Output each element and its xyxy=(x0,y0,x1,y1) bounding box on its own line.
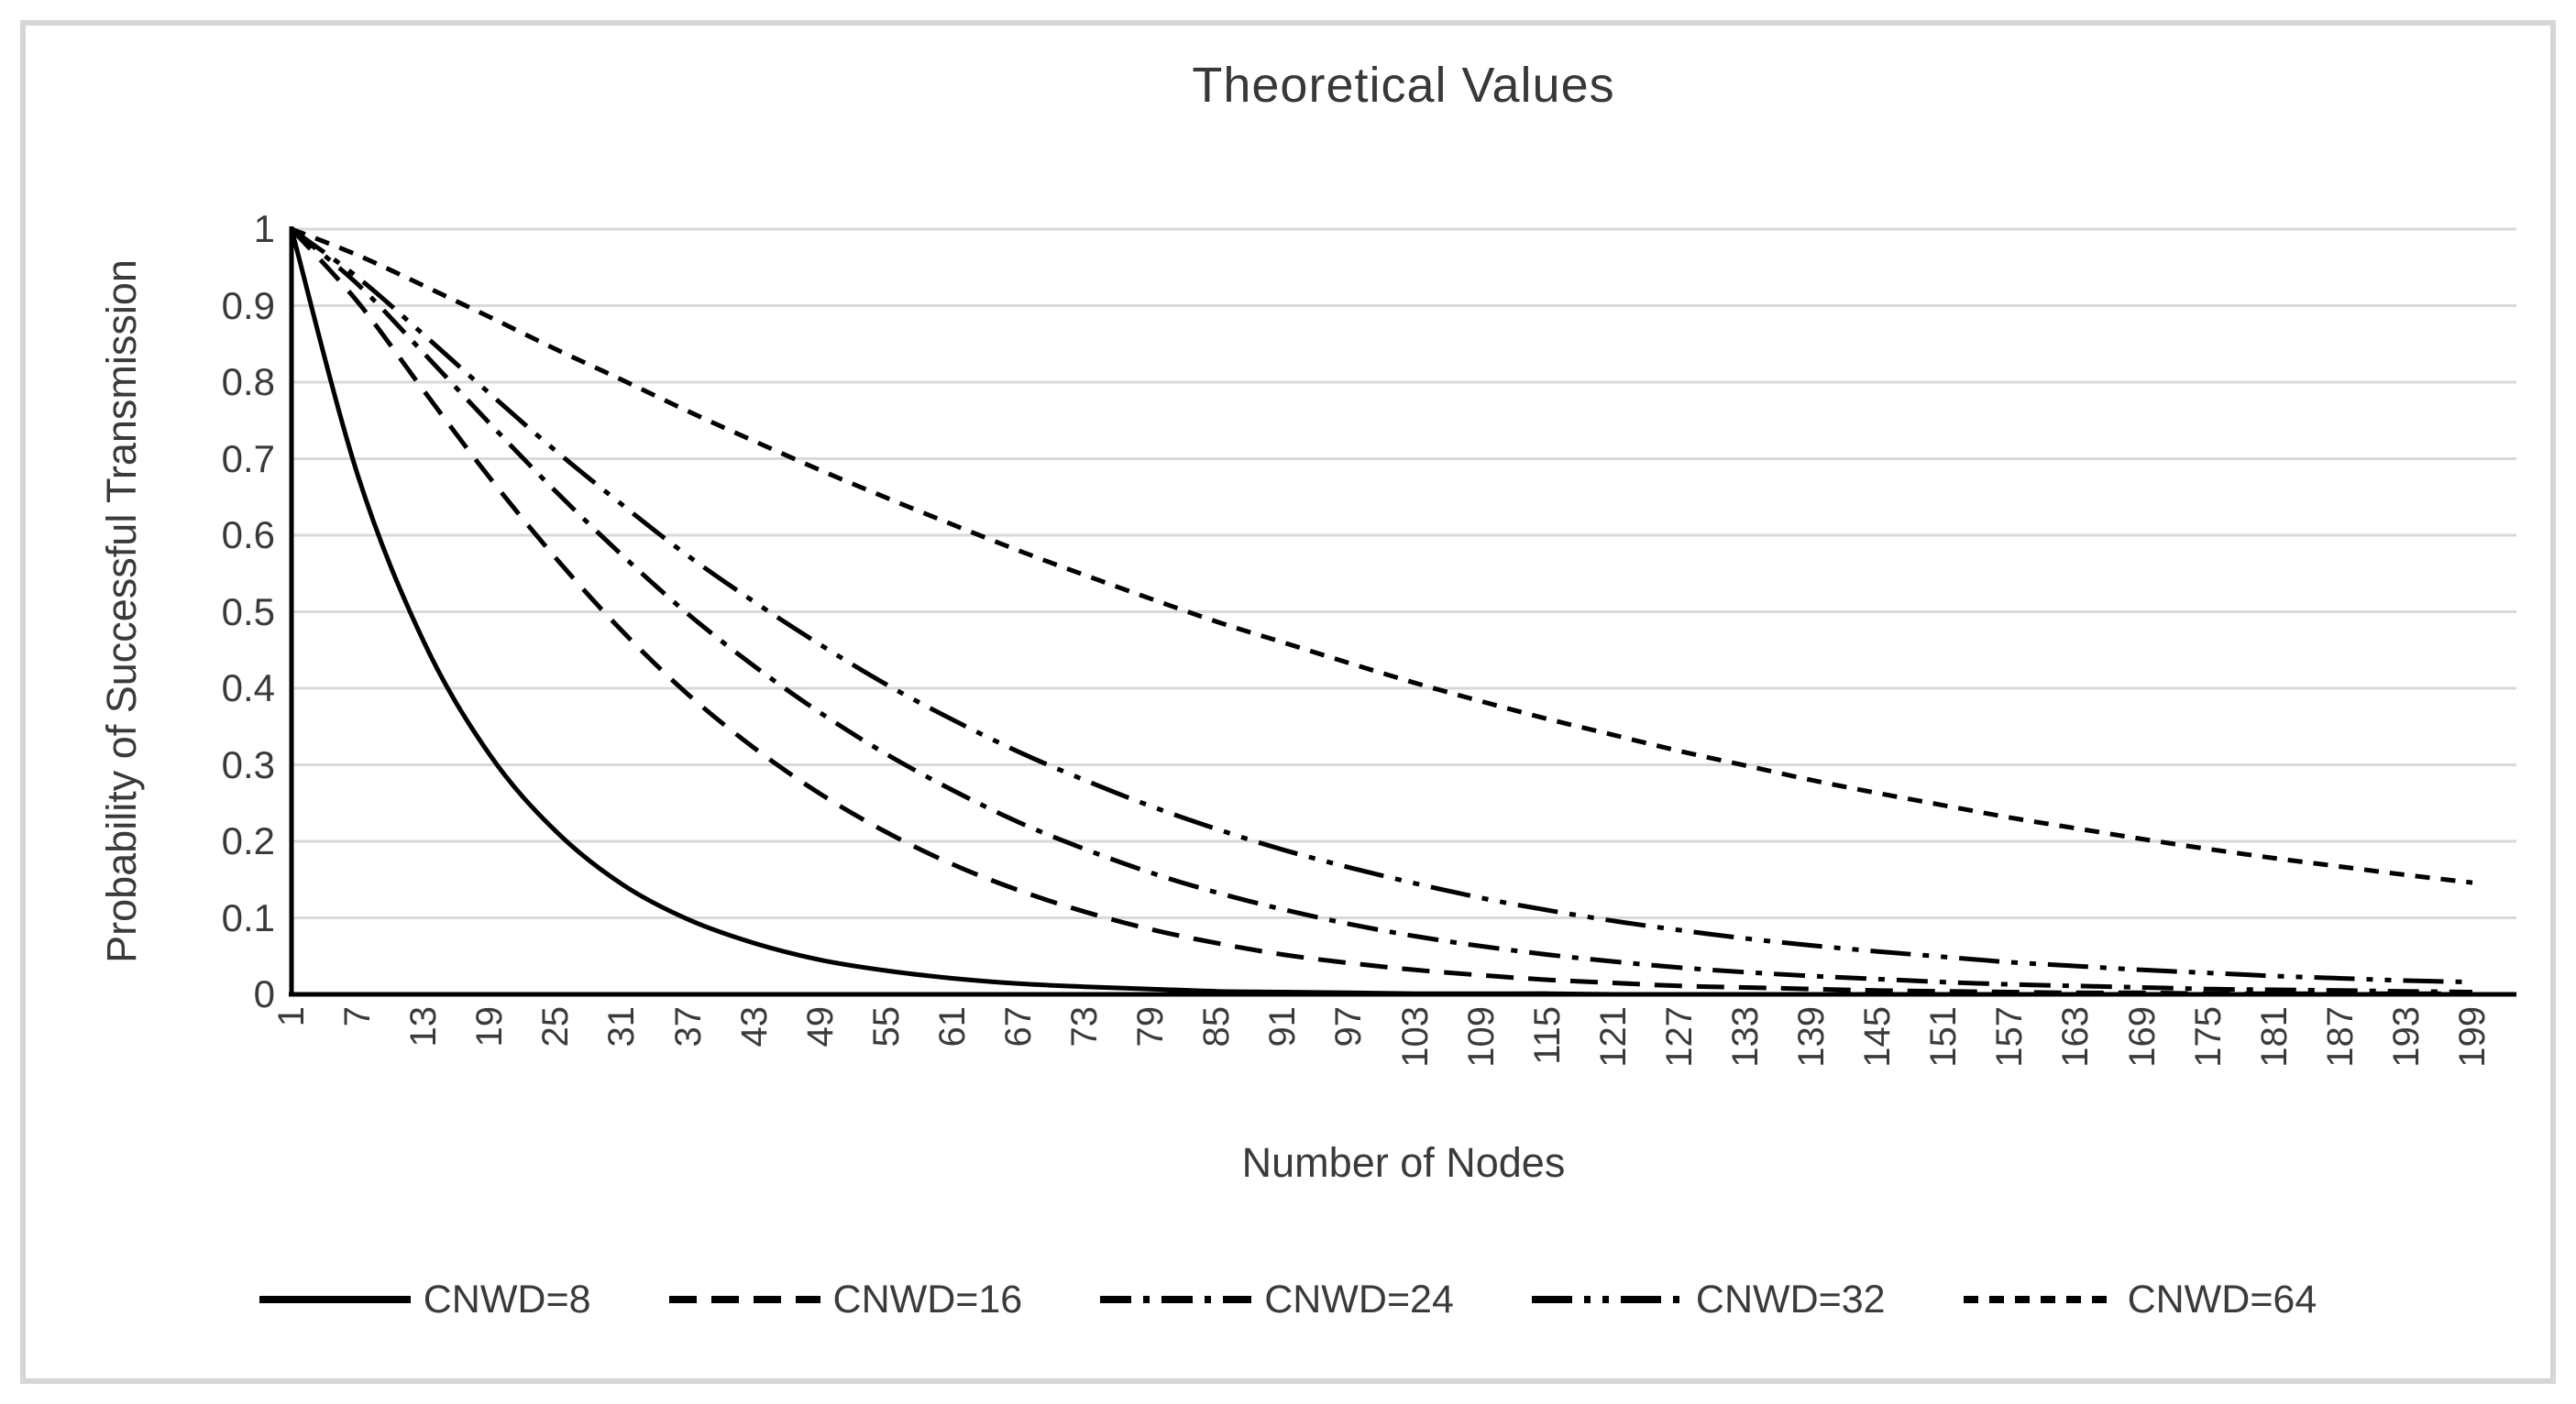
x-tick-label: 157 xyxy=(1989,1006,2031,1068)
series-line-cnwd-64 xyxy=(291,226,2473,885)
x-tick-label: 13 xyxy=(403,1006,445,1048)
y-tick-label: 0.6 xyxy=(221,513,275,556)
x-tick-label: 139 xyxy=(1791,1006,1833,1068)
y-tick-label: 1 xyxy=(253,207,275,250)
x-tick-label: 193 xyxy=(2385,1006,2427,1068)
series-line-cnwd-32 xyxy=(290,226,2473,985)
y-tick-label: 0.5 xyxy=(221,589,275,633)
x-tick-label: 103 xyxy=(1394,1006,1436,1068)
legend-swatch-dash-line-icon xyxy=(668,1296,820,1303)
legend-label: CNWD=16 xyxy=(832,1277,1023,1322)
x-tick-label: 25 xyxy=(535,1006,577,1048)
y-tick-label: 0.8 xyxy=(221,360,275,403)
y-tick-label: 0.4 xyxy=(221,666,275,709)
y-axis-title: Probability of Successful Transmission xyxy=(98,259,145,963)
legend-label: CNWD=24 xyxy=(1264,1277,1454,1322)
x-tick-label: 151 xyxy=(1923,1006,1965,1068)
legend-label: CNWD=32 xyxy=(1695,1277,1886,1322)
x-tick-label: 175 xyxy=(2187,1006,2229,1068)
legend-item-cnwd-24: CNWD=24 xyxy=(1100,1278,1454,1322)
legend-swatch-dash-dot-dot-line-icon xyxy=(1531,1296,1683,1303)
y-tick-label: 0.2 xyxy=(221,819,275,862)
legend-item-cnwd-8: CNWD=8 xyxy=(259,1278,591,1322)
y-tick-label: 0.9 xyxy=(221,283,275,327)
x-tick-label: 187 xyxy=(2319,1006,2361,1068)
x-tick-label: 61 xyxy=(931,1006,973,1048)
x-tick-label: 7 xyxy=(337,1006,379,1027)
x-tick-label: 43 xyxy=(733,1006,775,1048)
x-tick-label: 31 xyxy=(601,1006,643,1048)
legend-label: CNWD=64 xyxy=(2127,1277,2317,1322)
x-tick-label: 133 xyxy=(1724,1006,1766,1068)
chart-outer-frame xyxy=(20,20,2556,1384)
legend-item-cnwd-64: CNWD=64 xyxy=(1963,1277,2317,1322)
x-tick-label: 121 xyxy=(1592,1006,1634,1068)
x-tick-label: 85 xyxy=(1196,1006,1238,1048)
series-line-cnwd-16 xyxy=(290,227,2472,996)
x-tick-label: 19 xyxy=(469,1006,511,1048)
x-axis-title: Number of Nodes xyxy=(1241,1139,1566,1186)
x-tick-label: 37 xyxy=(667,1006,709,1048)
legend-item-cnwd-32: CNWD=32 xyxy=(1531,1277,1886,1322)
legend-swatch-solid-line-icon xyxy=(259,1296,411,1303)
x-tick-label: 55 xyxy=(865,1006,907,1048)
y-tick-label: 0.7 xyxy=(221,436,275,480)
x-tick-label: 67 xyxy=(997,1006,1039,1048)
chart-title: Theoretical Values xyxy=(1192,58,1615,113)
x-tick-label: 169 xyxy=(2121,1006,2163,1068)
series-line-cnwd-24 xyxy=(290,227,2473,994)
x-tick-label: 91 xyxy=(1262,1006,1304,1048)
legend-item-cnwd-16: CNWD=16 xyxy=(668,1277,1023,1322)
y-tick-label: 0 xyxy=(253,972,275,1015)
x-tick-label: 1 xyxy=(271,1006,312,1027)
x-tick-label: 109 xyxy=(1460,1006,1502,1068)
y-tick-label: 0.1 xyxy=(221,895,275,939)
x-tick-label: 49 xyxy=(799,1006,841,1048)
x-tick-label: 79 xyxy=(1130,1006,1172,1048)
x-tick-label: 145 xyxy=(1857,1006,1899,1068)
x-tick-label: 115 xyxy=(1526,1006,1568,1065)
x-tick-label: 97 xyxy=(1328,1006,1370,1048)
legend-swatch-dash-dot-line-icon xyxy=(1100,1296,1252,1303)
legend-label: CNWD=8 xyxy=(423,1277,591,1322)
x-tick-label: 73 xyxy=(1064,1006,1106,1048)
x-tick-label: 199 xyxy=(2451,1006,2493,1068)
y-tick-label: 0.3 xyxy=(221,742,275,786)
legend-swatch-short-dash-line-icon xyxy=(1963,1296,2115,1303)
legend: CNWD=8 CNWD=16 CNWD=24 CNWD=32 CNWD=64 xyxy=(0,1267,2576,1332)
x-tick-label: 181 xyxy=(2253,1006,2295,1068)
x-tick-label: 163 xyxy=(2055,1006,2097,1068)
x-tick-label: 127 xyxy=(1658,1006,1700,1068)
